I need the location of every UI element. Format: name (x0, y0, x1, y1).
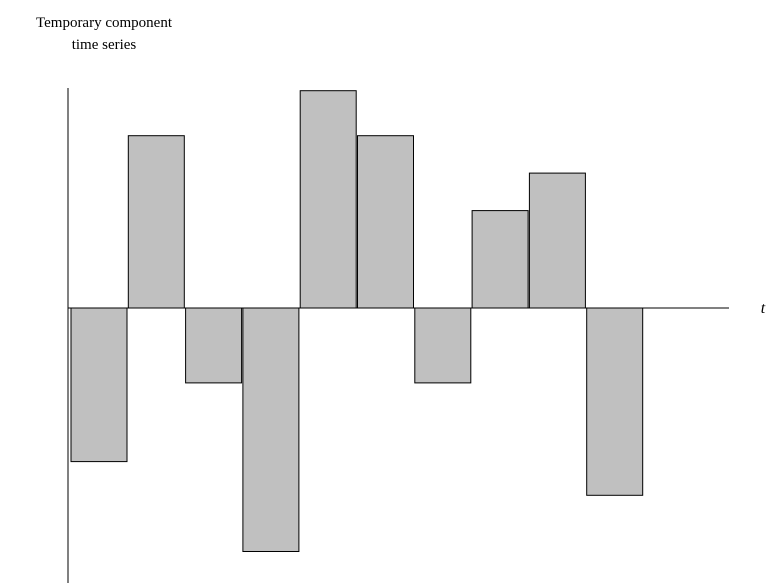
bar-3 (185, 307, 243, 384)
y-axis-label-line-2: time series (72, 37, 137, 53)
bar-6 (357, 135, 414, 309)
y-axis-label: Temporary component time series (36, 15, 173, 53)
bars (70, 90, 644, 552)
bar-7 (414, 307, 472, 384)
y-axis-label-line-1: Temporary component (36, 15, 173, 31)
bar-2 (127, 135, 185, 309)
bar-10 (586, 307, 644, 496)
bar-1 (70, 307, 128, 463)
bar-5 (299, 90, 357, 309)
bar-4 (242, 307, 300, 552)
bar-8 (471, 210, 529, 309)
x-axis-label: t (761, 300, 766, 317)
bar-9 (528, 172, 586, 309)
